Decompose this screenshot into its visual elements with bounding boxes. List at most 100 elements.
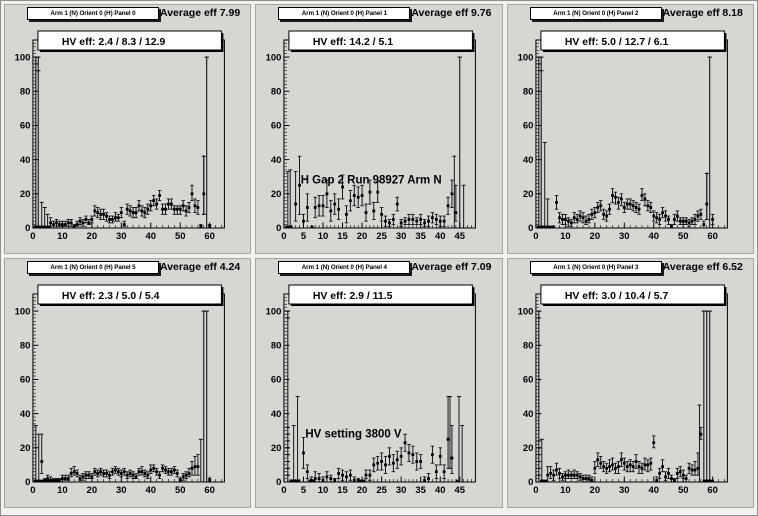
svg-text:10: 10 <box>318 231 329 242</box>
hv-eff-stats-text: HV eff: 2.9 / 11.5 <box>313 291 393 302</box>
svg-text:10: 10 <box>560 485 571 496</box>
stats-box[interactable]: HV eff: 2.9 / 11.5 <box>288 284 475 306</box>
plot-frame <box>535 39 728 229</box>
histogram-pad: Arm 1 (N) Orient 0 (H) Panel 5 Average e… <box>4 258 252 508</box>
svg-text:80: 80 <box>523 340 534 351</box>
pads-grid: Arm 1 (N) Orient 0 (H) Panel 0 Average e… <box>4 4 754 508</box>
svg-text:20: 20 <box>523 189 534 200</box>
svg-text:10: 10 <box>318 485 329 496</box>
data-series <box>285 310 465 483</box>
svg-text:20: 20 <box>357 231 368 242</box>
svg-text:60: 60 <box>523 121 534 132</box>
svg-text:80: 80 <box>271 86 282 97</box>
x-axis: 0 10 20 30 40 50 60 <box>533 222 725 242</box>
svg-text:20: 20 <box>357 485 368 496</box>
svg-text:25: 25 <box>377 231 388 242</box>
y-axis: 0 20 40 60 80 100 <box>517 39 542 234</box>
plot-annotation: HV setting 3800 V <box>306 429 402 441</box>
svg-text:40: 40 <box>648 231 659 242</box>
stats-box[interactable]: HV eff: 3.0 / 10.4 / 5.7 <box>540 284 727 306</box>
svg-text:50: 50 <box>678 231 689 242</box>
svg-text:60: 60 <box>20 121 31 132</box>
svg-text:30: 30 <box>116 485 127 496</box>
svg-text:100: 100 <box>15 306 31 317</box>
svg-text:0: 0 <box>25 477 30 488</box>
svg-text:60: 60 <box>707 485 718 496</box>
pad-title-box[interactable]: Arm 1 (N) Orient 0 (H) Panel 0 <box>27 7 159 20</box>
average-eff-label: Average eff 9.76 <box>411 7 492 19</box>
svg-text:100: 100 <box>266 52 282 63</box>
svg-text:40: 40 <box>648 485 659 496</box>
efficiency-plot: 0 20 40 60 80 100 0 5 10 15 20 25 30 35 40 45 H Gap 2 Ru… <box>266 30 477 242</box>
data-series <box>536 310 714 483</box>
svg-text:50: 50 <box>175 231 186 242</box>
efficiency-plot: 0 20 40 60 80 100 0 10 20 30 40 50 60 HV eff: 5.0 / 1… <box>517 30 728 242</box>
pad-title-box[interactable]: Arm 1 (N) Orient 0 (H) Panel 2 <box>529 7 662 20</box>
average-eff-label: Average eff 8.18 <box>662 7 743 19</box>
y-axis: 0 20 40 60 80 100 <box>15 39 39 234</box>
svg-text:35: 35 <box>416 231 427 242</box>
y-axis: 0 20 40 60 80 100 <box>266 293 290 488</box>
svg-text:0: 0 <box>30 485 35 496</box>
pad-title: Arm 1 (N) Orient 0 (H) Panel 2 <box>553 10 639 17</box>
svg-text:40: 40 <box>271 155 282 166</box>
svg-text:60: 60 <box>271 121 282 132</box>
svg-text:40: 40 <box>435 231 446 242</box>
plot-frame <box>32 39 225 229</box>
stats-box[interactable]: HV eff: 2.4 / 8.3 / 12.9 <box>37 30 224 52</box>
y-axis: 0 20 40 60 80 100 <box>266 39 290 234</box>
svg-text:50: 50 <box>175 485 186 496</box>
svg-text:10: 10 <box>57 485 68 496</box>
efficiency-plot: 0 20 40 60 80 100 0 10 20 30 40 50 60 HV eff: 3.0 / 1… <box>517 284 728 496</box>
svg-text:15: 15 <box>338 231 349 242</box>
plot-frame <box>535 293 728 483</box>
svg-text:40: 40 <box>435 485 446 496</box>
plot-annotation: H Gap 2 Run 98927 Arm N <box>301 175 442 187</box>
pad-header: Arm 1 (N) Orient 0 (H) Panel 5 Average e… <box>5 259 250 278</box>
stats-box[interactable]: HV eff: 2.3 / 5.0 / 5.4 <box>37 284 224 306</box>
svg-text:0: 0 <box>528 223 533 234</box>
svg-text:40: 40 <box>145 485 156 496</box>
histogram-pad: Arm 1 (N) Orient 0 (H) Panel 0 Average e… <box>4 4 252 254</box>
svg-text:20: 20 <box>87 485 98 496</box>
histogram-pad: Arm 1 (N) Orient 0 (H) Panel 1 Average e… <box>255 4 503 254</box>
average-eff-label: Average eff 4.24 <box>160 261 241 273</box>
stats-box[interactable]: HV eff: 5.0 / 12.7 / 6.1 <box>540 30 727 52</box>
svg-text:30: 30 <box>619 231 630 242</box>
efficiency-plot: 0 20 40 60 80 100 0 5 10 15 20 25 30 35 40 45 HV setting… <box>266 284 477 496</box>
svg-text:80: 80 <box>20 86 31 97</box>
average-eff-label: Average eff 6.52 <box>662 261 743 273</box>
svg-text:40: 40 <box>20 155 31 166</box>
svg-text:40: 40 <box>271 409 282 420</box>
data-series <box>536 56 715 229</box>
svg-text:20: 20 <box>271 443 282 454</box>
svg-text:35: 35 <box>416 485 427 496</box>
pad-title-box[interactable]: Arm 1 (N) Orient 0 (H) Panel 5 <box>27 261 159 274</box>
svg-text:40: 40 <box>523 155 534 166</box>
svg-text:30: 30 <box>396 231 407 242</box>
pad-header: Arm 1 (N) Orient 0 (H) Panel 2 Average e… <box>508 5 753 24</box>
svg-text:45: 45 <box>455 485 466 496</box>
svg-text:25: 25 <box>377 485 388 496</box>
pad-title-box[interactable]: Arm 1 (N) Orient 0 (H) Panel 3 <box>529 261 662 274</box>
svg-text:0: 0 <box>528 477 533 488</box>
stats-box[interactable]: HV eff: 14.2 / 5.1 <box>288 30 475 52</box>
svg-text:100: 100 <box>15 52 31 63</box>
data-series <box>33 310 212 483</box>
svg-text:0: 0 <box>533 485 538 496</box>
svg-text:80: 80 <box>20 340 31 351</box>
svg-text:60: 60 <box>523 375 534 386</box>
pad-title-box[interactable]: Arm 1 (N) Orient 0 (H) Panel 1 <box>278 7 411 20</box>
svg-text:50: 50 <box>678 485 689 496</box>
pad-header: Arm 1 (N) Orient 0 (H) Panel 4 Average e… <box>256 259 501 278</box>
svg-text:20: 20 <box>87 231 98 242</box>
svg-text:40: 40 <box>20 409 31 420</box>
plot-frame <box>283 39 477 229</box>
pad-header: Arm 1 (N) Orient 0 (H) Panel 1 Average e… <box>256 5 501 24</box>
svg-text:0: 0 <box>25 223 30 234</box>
pad-title-box[interactable]: Arm 1 (N) Orient 0 (H) Panel 4 <box>278 261 411 274</box>
svg-text:60: 60 <box>204 485 215 496</box>
plot-frame <box>283 293 477 483</box>
svg-text:10: 10 <box>57 231 68 242</box>
